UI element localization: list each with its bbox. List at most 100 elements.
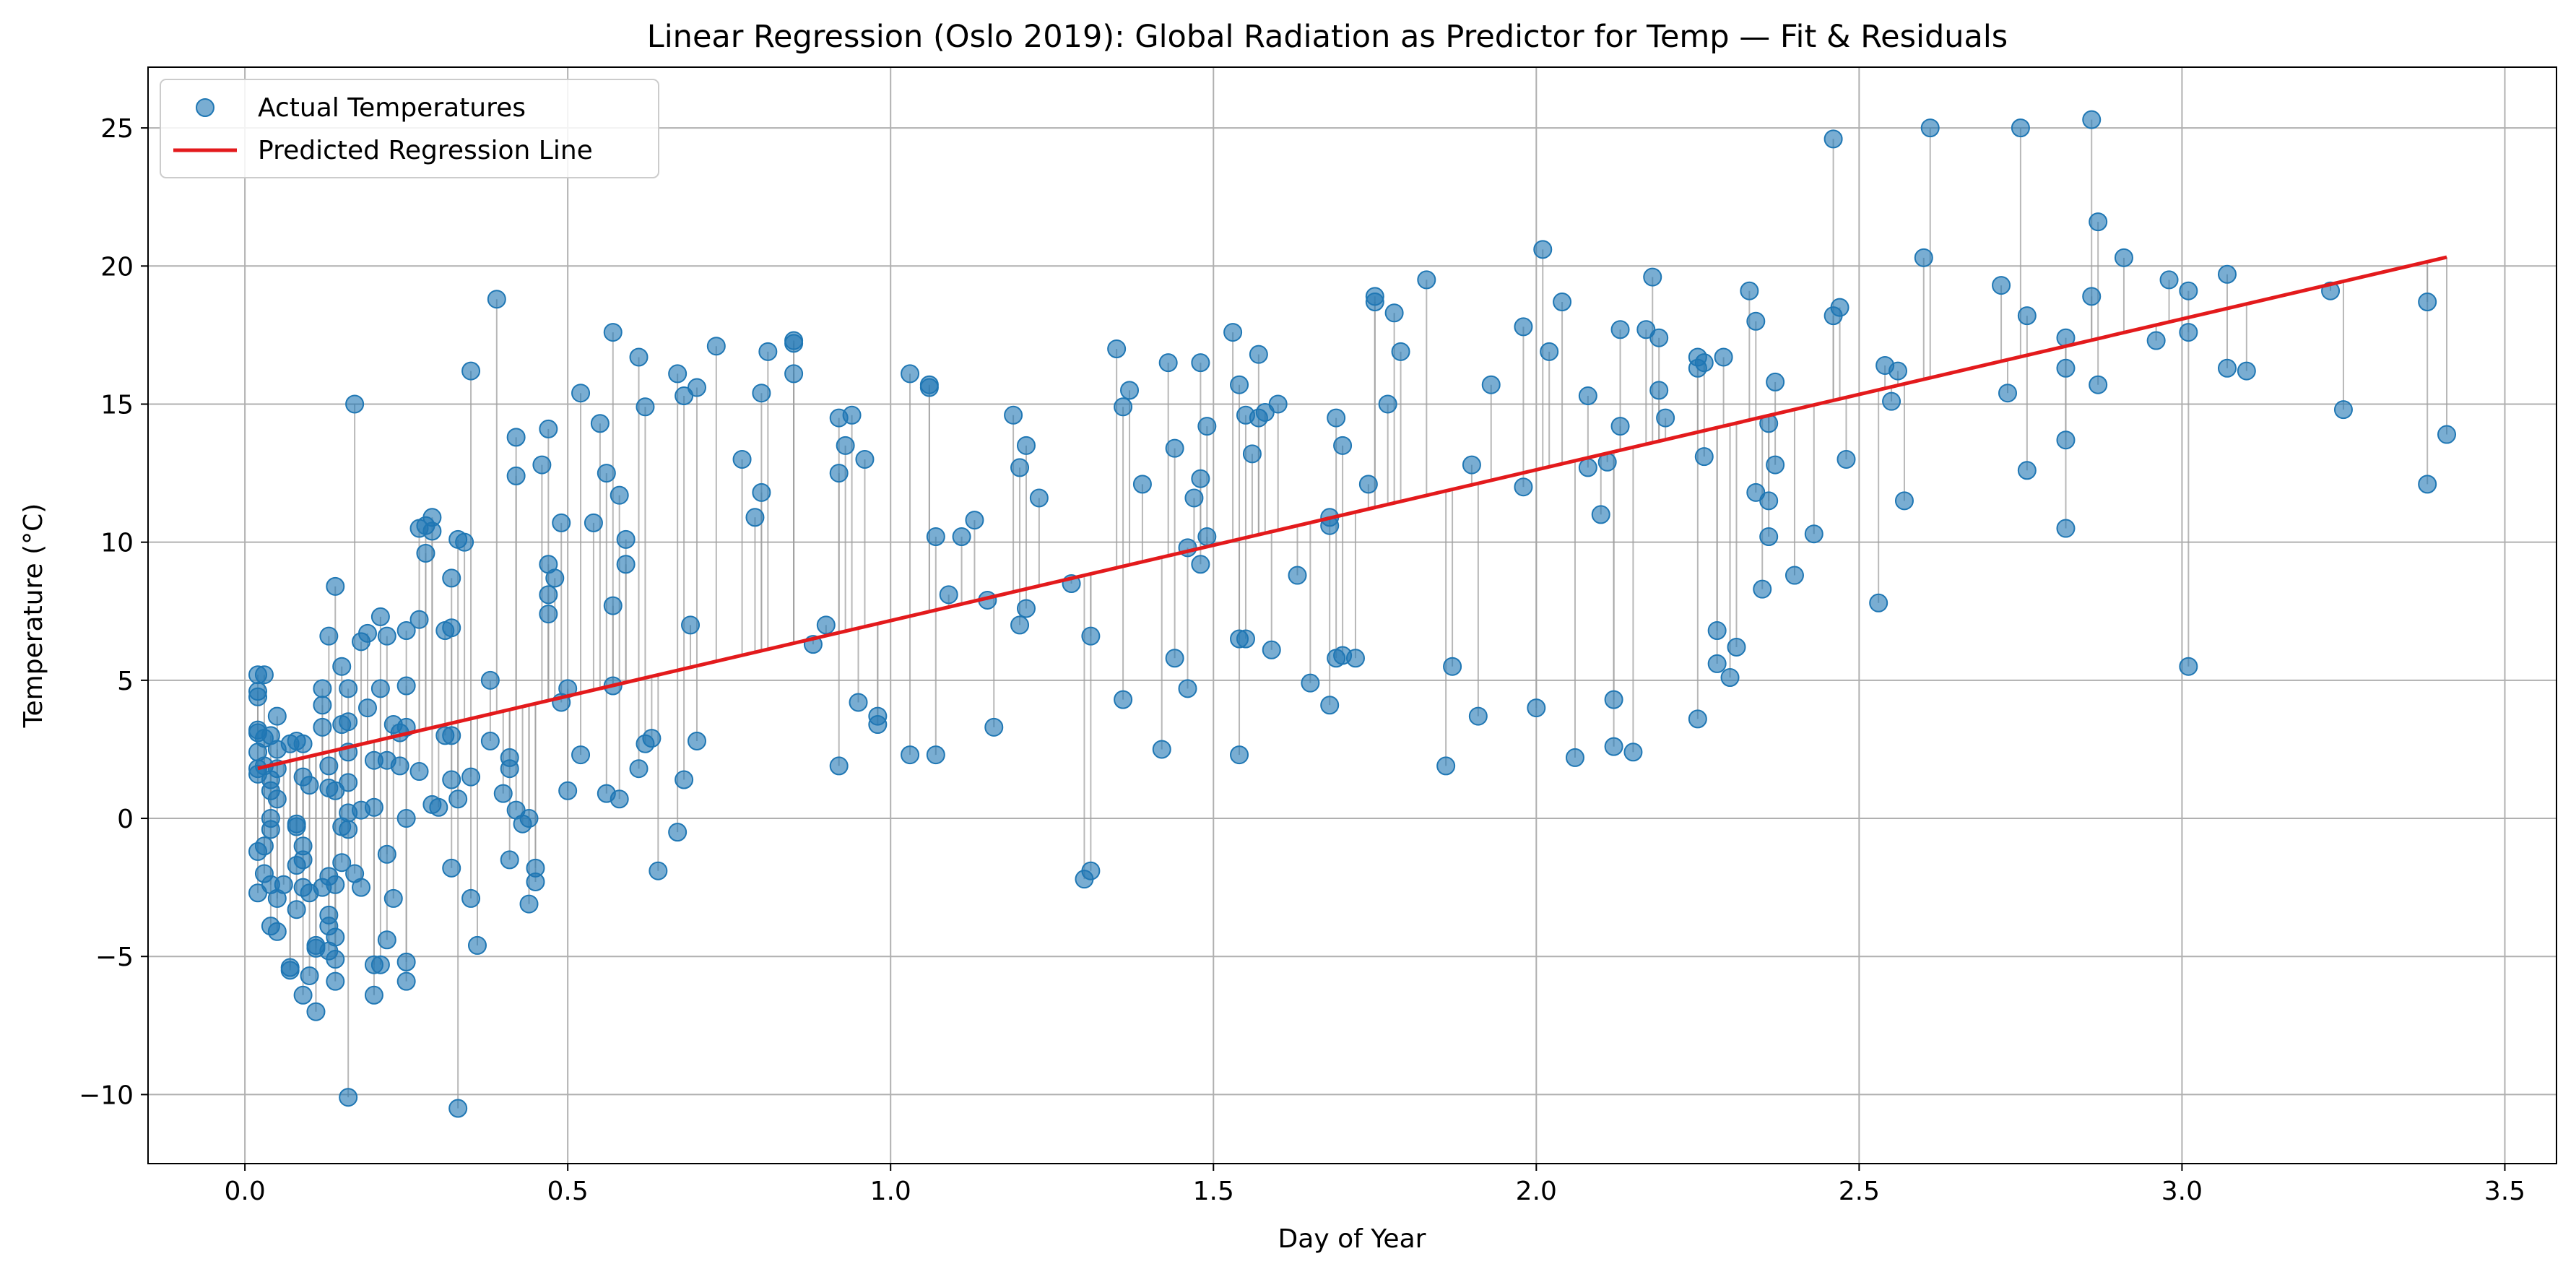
data-point: [1836, 449, 1856, 469]
data-point: [1462, 455, 1481, 475]
data-point: [539, 585, 558, 605]
data-point: [364, 985, 383, 1005]
data-point: [687, 378, 706, 397]
data-point: [339, 820, 358, 839]
scatter-points: [248, 110, 2457, 1118]
data-point: [1378, 394, 1397, 414]
data-point: [1623, 743, 1643, 762]
data-point: [357, 698, 377, 718]
data-point: [1152, 740, 1171, 759]
data-point: [1165, 438, 1184, 458]
data-point: [752, 482, 771, 502]
y-tick-label: 20: [100, 252, 134, 282]
data-point: [597, 464, 616, 483]
data-point: [1320, 696, 1340, 715]
data-point: [629, 347, 649, 367]
y-tick-label: 25: [100, 114, 134, 144]
data-point: [319, 756, 339, 776]
data-point: [1578, 386, 1597, 406]
y-tick-label: −10: [79, 1081, 134, 1110]
data-point: [610, 789, 629, 809]
data-point: [2017, 306, 2037, 326]
data-point: [326, 927, 345, 947]
data-point: [493, 784, 513, 803]
data-point: [2333, 400, 2353, 420]
data-point: [681, 615, 701, 635]
data-point: [442, 568, 461, 588]
y-tick-label: 5: [117, 667, 134, 696]
data-point: [383, 888, 403, 908]
data-point: [668, 364, 688, 384]
data-point: [1604, 690, 1623, 709]
data-point: [332, 657, 352, 676]
x-tick-label: 0.0: [224, 1177, 265, 1206]
data-point: [1514, 477, 1533, 497]
data-point: [926, 527, 945, 547]
data-point: [1784, 566, 1804, 585]
data-point: [390, 756, 409, 776]
data-point: [539, 605, 558, 624]
data-point: [784, 364, 804, 384]
data-point: [1527, 698, 1546, 718]
data-point: [487, 290, 506, 309]
data-point: [952, 527, 971, 547]
data-point: [1165, 649, 1184, 668]
chart-title: Linear Regression (Oslo 2019): Global Ra…: [647, 19, 2008, 55]
data-point: [732, 449, 752, 469]
data-point: [965, 511, 984, 530]
data-point: [1301, 673, 1320, 693]
data-point: [461, 767, 481, 787]
data-point: [1081, 626, 1101, 646]
data-point: [339, 679, 358, 698]
data-point: [1184, 488, 1204, 508]
data-point: [616, 529, 636, 549]
data-point: [2056, 430, 2076, 450]
data-point: [868, 715, 888, 735]
data-point: [1591, 505, 1610, 524]
data-point: [377, 844, 396, 864]
data-point: [1707, 621, 1727, 641]
data-point: [675, 770, 694, 789]
data-point: [287, 900, 306, 919]
data-point: [1114, 397, 1133, 417]
data-point: [326, 950, 345, 969]
data-point: [1288, 566, 1307, 585]
data-point: [480, 731, 500, 750]
data-point: [442, 618, 461, 638]
data-point: [532, 455, 552, 475]
data-point: [1707, 654, 1727, 673]
data-point: [1694, 353, 1714, 373]
plot-frame: [147, 66, 2557, 1164]
data-point: [1914, 248, 1933, 267]
data-point: [1804, 524, 1823, 544]
data-point: [267, 706, 287, 726]
data-point: [2082, 287, 2102, 306]
data-point: [2159, 270, 2179, 290]
data-point: [357, 623, 377, 643]
data-point: [1643, 267, 1662, 287]
data-point: [1178, 679, 1197, 698]
data-point: [649, 861, 668, 880]
data-point: [2418, 475, 2437, 494]
data-point: [668, 823, 688, 842]
data-point: [1384, 303, 1404, 323]
data-point: [313, 696, 332, 715]
x-axis-ticks: 0.0 0.5 1.0 1.5 2.0 2.5 3.0 3.5: [224, 1164, 2525, 1206]
data-point: [745, 508, 765, 527]
data-point: [590, 414, 610, 433]
grid: [148, 67, 2557, 1164]
data-point: [1191, 469, 1210, 488]
data-point: [461, 361, 481, 381]
data-point: [422, 521, 442, 541]
data-point: [396, 621, 416, 641]
data-point: [1132, 475, 1152, 494]
data-point: [2179, 657, 2198, 676]
data-point: [558, 781, 578, 800]
data-point: [1016, 599, 1036, 618]
data-point: [571, 384, 591, 403]
data-point: [254, 665, 274, 685]
data-point: [1565, 748, 1584, 767]
data-point: [2082, 110, 2102, 129]
x-tick-label: 2.0: [1516, 1177, 1557, 1206]
